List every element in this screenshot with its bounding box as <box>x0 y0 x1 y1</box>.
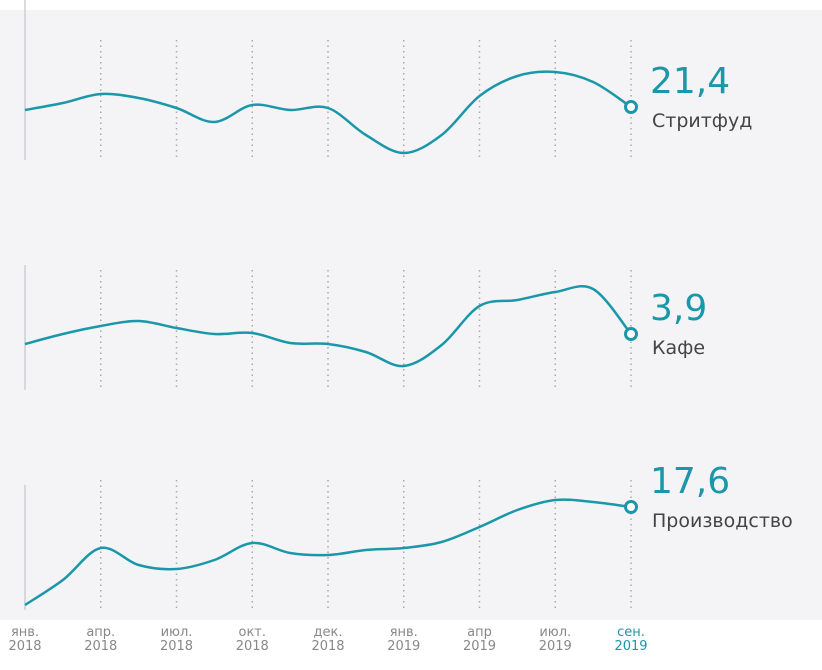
x-tick-label: апр 2019 <box>462 625 497 654</box>
x-tick-label: окт. 2018 <box>235 625 269 654</box>
value-label: 17,6 <box>650 461 730 502</box>
x-tick-label: сен. 2019 <box>614 625 648 654</box>
value-label: 3,9 <box>650 288 707 329</box>
series-line <box>24 498 632 607</box>
end-point <box>624 100 638 114</box>
x-tick-label: апр. 2018 <box>84 625 118 654</box>
x-tick-label: дек. 2018 <box>311 625 345 654</box>
series-name: Стритфуд <box>652 110 752 132</box>
x-tick-label: июл. 2019 <box>538 625 572 654</box>
x-tick-label: июл. 2018 <box>159 625 194 654</box>
series-name: Производство <box>652 510 793 532</box>
end-point <box>624 500 638 514</box>
value-label: 21,4 <box>650 61 730 102</box>
series-line <box>24 70 632 155</box>
background <box>0 10 822 620</box>
series-line <box>24 285 632 368</box>
x-tick-label: янв. 2019 <box>387 625 421 654</box>
x-tick-label: янв. 2018 <box>8 625 42 654</box>
end-point <box>624 327 638 341</box>
series-name: Кафе <box>652 337 705 359</box>
